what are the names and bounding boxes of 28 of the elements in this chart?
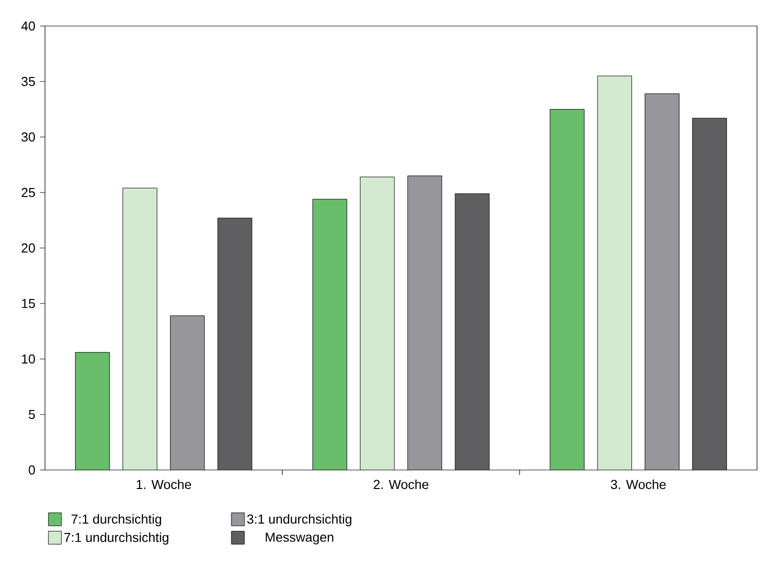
y-tick-label: 15 — [22, 298, 35, 308]
legend-label: 7:1 undurchsichtig — [64, 532, 168, 545]
bar — [597, 76, 632, 470]
y-tick-label: 25 — [22, 188, 35, 198]
y-tick-label: 5 — [28, 410, 35, 420]
y-tick-label: 40 — [21, 21, 35, 31]
y-tick-label: 30 — [22, 132, 35, 142]
bar — [407, 176, 442, 470]
bar — [692, 118, 727, 470]
y-tick-label: 0 — [28, 465, 35, 475]
bar — [550, 109, 584, 470]
x-tick-label: 2. Woche — [374, 480, 428, 490]
legend-label: Messwagen — [266, 532, 334, 544]
legend-label: 7:1 durchsichtig — [72, 514, 162, 526]
legend-label: 3:1 undurchsichtig — [247, 514, 352, 526]
bar — [75, 352, 110, 470]
bar — [218, 218, 252, 470]
y-tick-label: 20 — [22, 243, 35, 253]
x-tick-label: 1. Woche — [136, 480, 192, 490]
x-tick-label: 3. Woche — [610, 480, 666, 490]
y-tick-label: 10 — [22, 354, 35, 364]
bar — [170, 315, 205, 470]
bar — [122, 188, 158, 470]
y-tick-label: 35 — [22, 76, 35, 86]
bar — [360, 176, 395, 470]
bar — [454, 193, 490, 470]
bar — [644, 93, 680, 470]
bar — [312, 198, 348, 470]
